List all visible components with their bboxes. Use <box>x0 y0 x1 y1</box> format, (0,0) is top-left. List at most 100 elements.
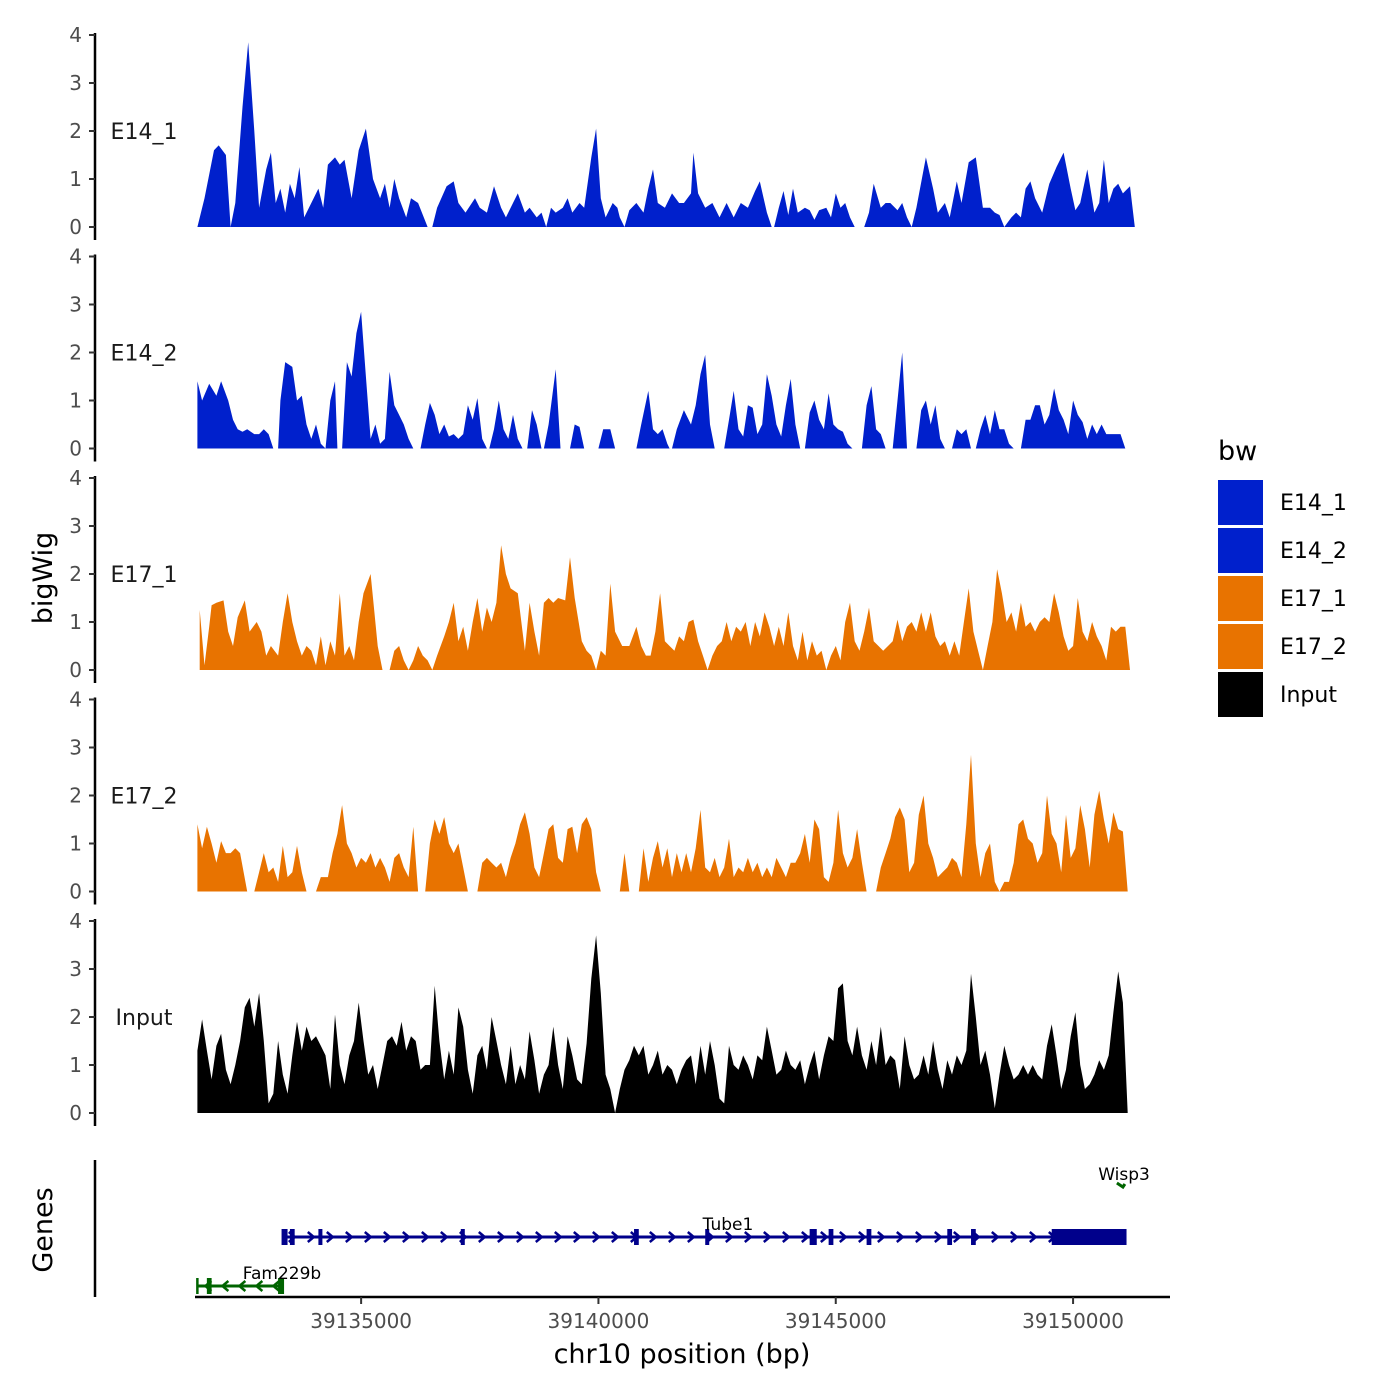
gene-model: Wisp3 <box>1098 1165 1150 1190</box>
gene-exon <box>828 1229 834 1245</box>
genes-layer: Tube1 Fam229b Wisp3 <box>93 1160 1150 1297</box>
gene-exon <box>809 1229 817 1245</box>
track-label: E14_2 <box>111 342 178 367</box>
strand-chevron <box>801 1231 810 1243</box>
strand-chevron <box>573 1231 582 1243</box>
y-tick-label: 0 <box>69 215 82 239</box>
gene-exon <box>318 1229 323 1245</box>
strand-chevron <box>991 1231 1000 1243</box>
gene-exon <box>971 1229 976 1245</box>
track-area <box>197 754 1128 892</box>
strand-chevron <box>820 1231 829 1243</box>
strand-chevron <box>1010 1231 1019 1243</box>
strand-chevron <box>782 1231 791 1243</box>
strand-chevron <box>254 1280 264 1292</box>
strand-chevron <box>237 1280 247 1292</box>
strand-chevron <box>649 1231 658 1243</box>
strand-chevron <box>345 1231 354 1243</box>
y-tick-label: 3 <box>69 71 82 95</box>
strand-chevron <box>516 1231 525 1243</box>
x-axis: 39135000 39140000 39145000 39150000 <box>195 1295 1170 1333</box>
strand-chevron <box>271 1280 281 1292</box>
gene-label: Tube1 <box>702 1215 754 1235</box>
track-area <box>197 42 1135 228</box>
x-tick-label: 39135000 <box>310 1309 412 1333</box>
y-tick-label: 3 <box>69 957 82 981</box>
y-tick-label: 3 <box>69 736 82 760</box>
y-tick-label: 4 <box>69 466 82 490</box>
strand-chevron <box>744 1231 753 1243</box>
strand-chevron <box>220 1280 230 1292</box>
track-label: E17_2 <box>111 785 178 810</box>
legend-label: E14_2 <box>1280 539 1347 564</box>
strand-chevron <box>763 1231 772 1243</box>
legend-swatch <box>1218 528 1263 573</box>
strand-chevron <box>497 1231 506 1243</box>
y-tick-label: 4 <box>69 688 82 712</box>
x-axis-title: chr10 position (bp) <box>554 1339 811 1370</box>
strand-chevron <box>402 1231 411 1243</box>
strand-chevron <box>535 1231 544 1243</box>
legend-label: E17_2 <box>1280 635 1347 660</box>
legend-label: E17_1 <box>1280 587 1347 612</box>
y-tick-label: 0 <box>69 658 82 682</box>
strand-chevron <box>915 1231 924 1243</box>
gene-exon <box>634 1229 639 1245</box>
legend: bw E14_1 E14_2 E17_1 E17_2 Input <box>1218 436 1347 717</box>
tracks-layer: 0 1 2 3 4 E14_1 0 1 2 3 4 E14_2 0 1 2 3 4 E17_1 0 1 2 3 4 E17_2… <box>69 23 1135 1126</box>
strand-chevron <box>687 1231 696 1243</box>
y-tick-label: 1 <box>69 167 82 191</box>
strand-chevron <box>725 1231 734 1243</box>
gene-exon <box>866 1229 872 1245</box>
track-area <box>197 935 1128 1113</box>
gene-exon <box>460 1229 465 1245</box>
y-tick-label: 4 <box>69 245 82 269</box>
legend-title: bw <box>1218 436 1257 467</box>
strand-chevron <box>326 1231 335 1243</box>
y-tick-label: 4 <box>69 909 82 933</box>
gene-exon <box>705 1229 710 1245</box>
y-tick-label: 2 <box>69 784 82 808</box>
strand-chevron <box>877 1231 886 1243</box>
track-panel: 0 1 2 3 4 E17_1 <box>69 466 1130 683</box>
gene-exon <box>289 1229 295 1245</box>
track-panel: 0 1 2 3 4 E17_2 <box>69 688 1128 905</box>
strand-chevron <box>478 1231 487 1243</box>
strand-chevron <box>307 1231 316 1243</box>
legend-label: Input <box>1280 683 1337 708</box>
strand-chevron <box>896 1231 905 1243</box>
legend-label: E14_1 <box>1280 491 1347 516</box>
y-tick-label: 1 <box>69 610 82 634</box>
y-tick-label: 2 <box>69 341 82 365</box>
track-area <box>199 545 1130 670</box>
x-tick-label: 39150000 <box>1022 1309 1124 1333</box>
gene-model: Tube1 <box>281 1215 1127 1245</box>
strand-chevron <box>383 1231 392 1243</box>
y-tick-label: 2 <box>69 562 82 586</box>
strand-chevron <box>421 1231 430 1243</box>
x-tick-label: 39140000 <box>548 1309 650 1333</box>
track-label: E17_1 <box>111 563 178 588</box>
legend-swatch <box>1218 672 1263 717</box>
gene-exon <box>1051 1229 1126 1245</box>
strand-chevron <box>554 1231 563 1243</box>
legend-swatch <box>1218 576 1263 621</box>
x-tick-label: 39145000 <box>785 1309 887 1333</box>
y-tick-label: 1 <box>69 389 82 413</box>
y-tick-label: 0 <box>69 1101 82 1125</box>
gene-exon <box>282 1229 288 1245</box>
strand-chevron <box>592 1231 601 1243</box>
track-panel: 0 1 2 3 4 E14_1 <box>69 23 1135 240</box>
gene-exon <box>206 1278 212 1294</box>
y-tick-label: 3 <box>69 514 82 538</box>
strand-chevron <box>839 1231 848 1243</box>
strand-chevron <box>611 1231 620 1243</box>
track-panel: 0 1 2 3 4 Input <box>69 909 1128 1126</box>
gene-exon <box>947 1229 953 1245</box>
strand-chevron <box>953 1231 962 1243</box>
gene-exon <box>278 1278 283 1294</box>
track-label: E14_1 <box>111 120 178 145</box>
y-axis-title: bigWig <box>28 532 59 625</box>
y-tick-label: 4 <box>69 23 82 47</box>
